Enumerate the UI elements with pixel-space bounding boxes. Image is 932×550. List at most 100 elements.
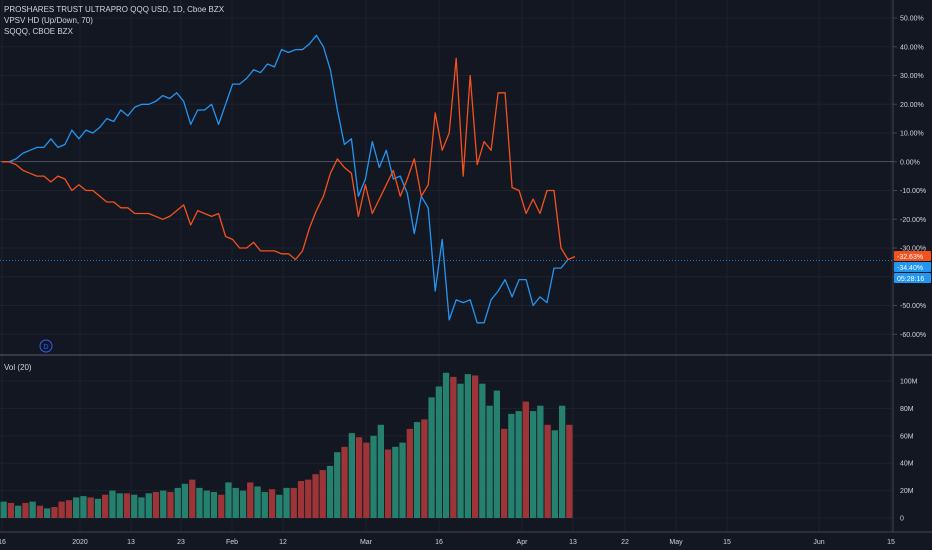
- volume-bar[interactable]: [196, 487, 203, 518]
- volume-bar[interactable]: [501, 428, 508, 518]
- volume-bar[interactable]: [36, 505, 44, 518]
- volume-bar[interactable]: [413, 422, 421, 518]
- legend-main-title[interactable]: PROSHARES TRUST ULTRAPRO QQQ USD, 1D, Cb…: [4, 5, 225, 14]
- volume-bar[interactable]: [297, 481, 305, 518]
- volume-bar[interactable]: [435, 386, 442, 519]
- volume-bar[interactable]: [218, 494, 225, 518]
- volume-bar[interactable]: [472, 375, 479, 519]
- volume-bar[interactable]: [44, 508, 51, 518]
- volume-bar[interactable]: [406, 428, 413, 518]
- volume-bar[interactable]: [232, 487, 239, 518]
- y-tick-label: -50.00%: [900, 303, 926, 310]
- y-tick-label: -30.00%: [900, 246, 926, 253]
- x-tick-label: 23: [177, 539, 185, 546]
- volume-bar[interactable]: [58, 501, 65, 518]
- volume-bar[interactable]: [442, 372, 450, 518]
- volume-bar[interactable]: [116, 493, 123, 518]
- volume-bar[interactable]: [341, 446, 348, 518]
- x-tick-label: 22: [621, 539, 629, 546]
- volume-bar[interactable]: [428, 397, 435, 518]
- volume-bar[interactable]: [225, 482, 232, 518]
- volume-bar[interactable]: [566, 424, 573, 518]
- x-tick-label: 15: [723, 539, 731, 546]
- volume-bar[interactable]: [87, 497, 94, 518]
- volume-bar[interactable]: [355, 437, 363, 518]
- volume-bar[interactable]: [261, 492, 268, 518]
- volume-bar[interactable]: [421, 419, 428, 518]
- volume-bar[interactable]: [73, 497, 80, 518]
- volume-bar[interactable]: [109, 490, 116, 518]
- volume-bar[interactable]: [181, 483, 189, 519]
- x-tick-label: 16: [0, 539, 6, 546]
- volume-bar[interactable]: [493, 390, 500, 518]
- volume-bar[interactable]: [363, 442, 370, 518]
- legend-indicator[interactable]: VPSV HD (Up/Down, 70): [4, 16, 93, 25]
- volume-bar[interactable]: [276, 494, 283, 518]
- volume-bar[interactable]: [384, 449, 392, 519]
- volume-bar[interactable]: [544, 424, 551, 518]
- volume-bar[interactable]: [290, 487, 297, 518]
- volume-bar[interactable]: [515, 411, 522, 518]
- volume-bar[interactable]: [537, 405, 544, 518]
- volume-bar[interactable]: [254, 486, 261, 519]
- volume-bar[interactable]: [102, 494, 109, 518]
- volume-bar[interactable]: [377, 424, 384, 518]
- volume-bar[interactable]: [247, 482, 254, 518]
- x-tick-label: May: [669, 539, 683, 546]
- volume-bar[interactable]: [392, 446, 399, 518]
- x-tick-label: 13: [569, 539, 577, 546]
- volume-bar[interactable]: [0, 501, 7, 518]
- volume-bar[interactable]: [145, 493, 152, 518]
- volume-bar[interactable]: [167, 492, 174, 518]
- volume-bar[interactable]: [319, 470, 326, 518]
- volume-bar[interactable]: [65, 500, 73, 518]
- volume-bar[interactable]: [152, 492, 160, 518]
- interval-badge[interactable]: D: [39, 339, 53, 353]
- volume-bar[interactable]: [508, 413, 515, 518]
- volume-bar[interactable]: [239, 490, 247, 518]
- volume-bar[interactable]: [138, 497, 145, 518]
- volume-bar[interactable]: [268, 489, 276, 518]
- volume-bar[interactable]: [479, 383, 486, 518]
- volume-bar[interactable]: [123, 493, 131, 518]
- volume-bar[interactable]: [305, 479, 312, 518]
- countdown-tag: 05:28:16: [897, 276, 924, 283]
- volume-bar[interactable]: [7, 502, 15, 518]
- volume-bar[interactable]: [203, 490, 210, 518]
- volume-bar[interactable]: [312, 474, 319, 518]
- volume-bar[interactable]: [29, 501, 36, 518]
- vol-y-tick-label: 0: [900, 516, 904, 523]
- blue-series-line[interactable]: [2, 34, 569, 324]
- volume-bar[interactable]: [131, 494, 138, 518]
- volume-bar[interactable]: [551, 430, 558, 518]
- volume-bar[interactable]: [334, 452, 341, 518]
- volume-bar[interactable]: [174, 487, 181, 518]
- volume-bar[interactable]: [51, 507, 58, 518]
- volume-bar[interactable]: [94, 498, 102, 518]
- volume-bar[interactable]: [15, 505, 22, 518]
- vol-y-tick-label: 100M: [900, 379, 918, 386]
- volume-bar[interactable]: [464, 374, 471, 518]
- volume-bar[interactable]: [399, 442, 406, 518]
- volume-bar[interactable]: [457, 383, 464, 518]
- volume-bar[interactable]: [326, 465, 334, 518]
- y-tick-label: 50.00%: [900, 16, 924, 23]
- volume-bar[interactable]: [189, 479, 196, 518]
- volume-bar[interactable]: [80, 496, 87, 518]
- volume-bar[interactable]: [283, 487, 290, 518]
- legend-compare-symbol[interactable]: SQQQ, CBOE BZX: [4, 27, 73, 36]
- volume-bar[interactable]: [530, 411, 537, 518]
- volume-bar[interactable]: [450, 376, 457, 518]
- volume-bar[interactable]: [370, 435, 377, 518]
- volume-bar[interactable]: [160, 490, 167, 518]
- volume-bar[interactable]: [210, 492, 218, 518]
- volume-bar[interactable]: [22, 502, 29, 518]
- legend-volume[interactable]: Vol (20): [4, 363, 32, 372]
- volume-bar[interactable]: [559, 405, 566, 518]
- volume-bar[interactable]: [348, 433, 355, 518]
- y-tick-label: 10.00%: [900, 131, 924, 138]
- volume-bar[interactable]: [486, 405, 493, 518]
- volume-bar[interactable]: [522, 401, 529, 518]
- red-series-line[interactable]: [2, 57, 576, 261]
